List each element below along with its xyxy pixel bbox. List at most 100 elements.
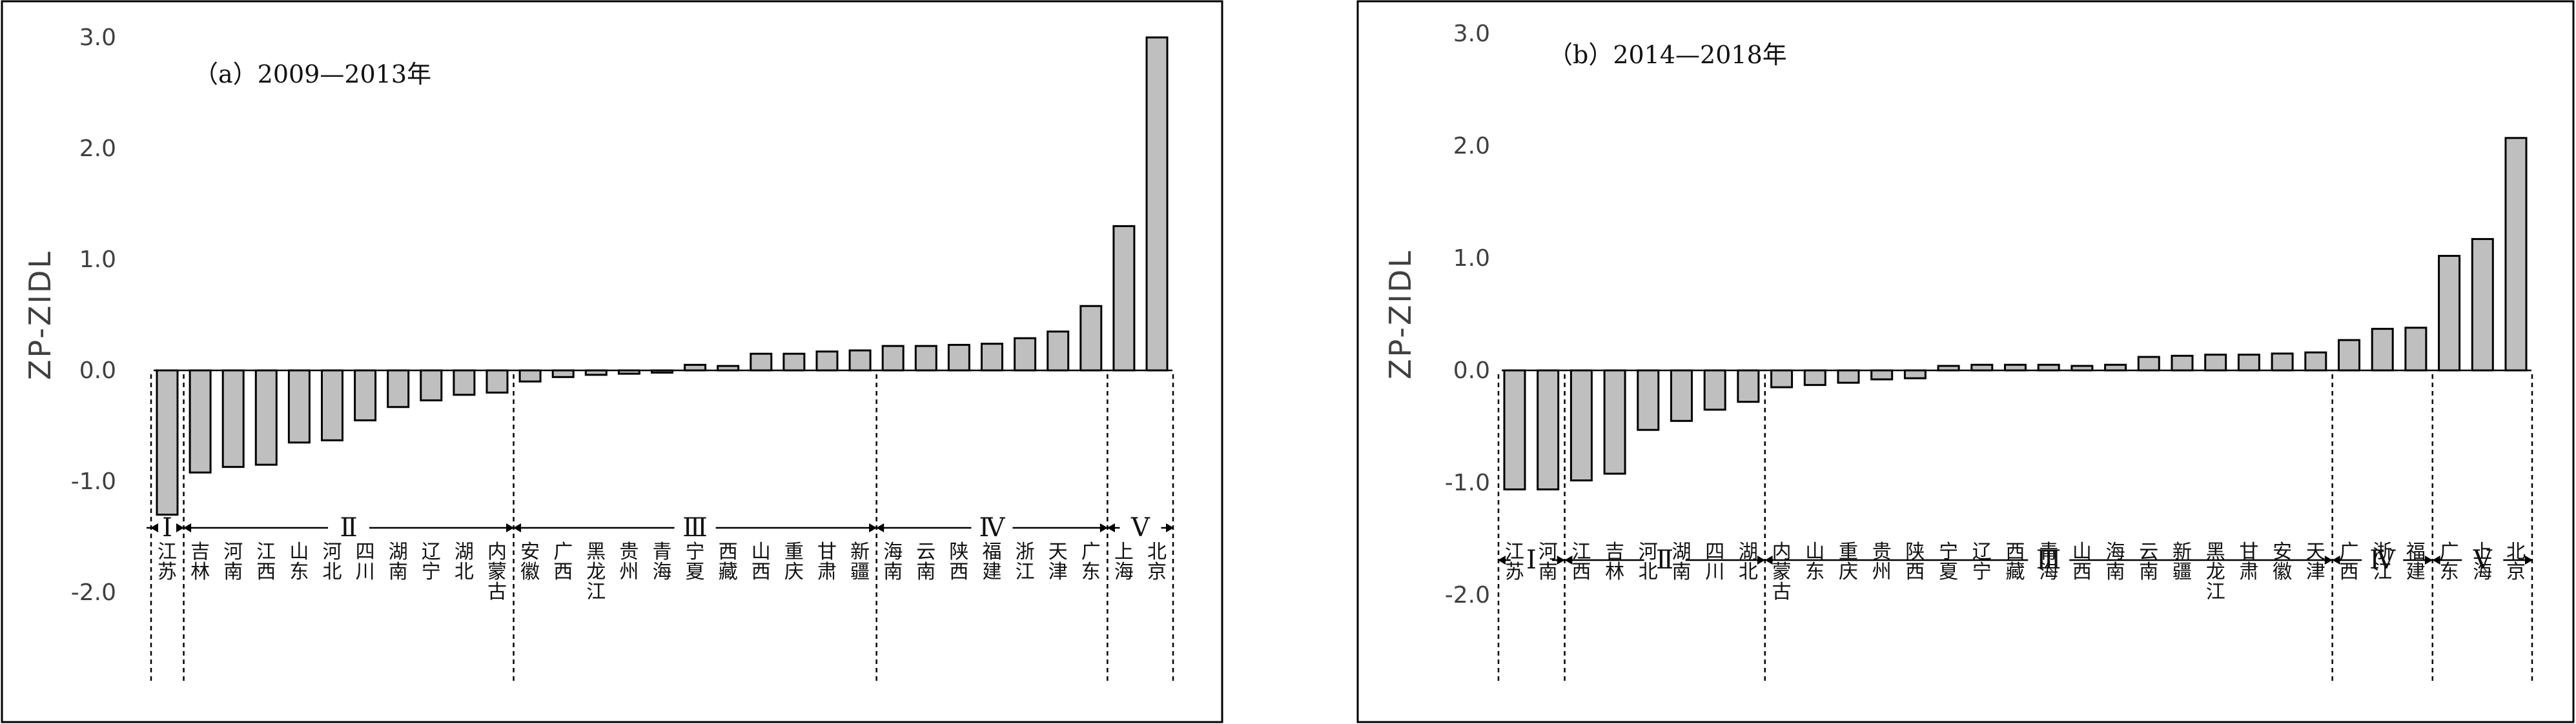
group-label: Ⅱ [340, 513, 357, 543]
category-label: 湖南 [1672, 541, 1692, 583]
bar-河南 [1537, 369, 1560, 490]
y-tick-label: -1.0 [1445, 470, 1490, 496]
category-label: 山东 [289, 541, 309, 583]
bar-河北 [1637, 369, 1660, 431]
category-label: 重庆 [1839, 541, 1858, 583]
bar-福建 [2404, 327, 2428, 372]
category-label: 宁夏 [1939, 541, 1958, 583]
category-label: 辽宁 [1972, 541, 1992, 583]
arrow-head [1166, 523, 1174, 532]
bar-宁夏 [1937, 365, 1960, 372]
category-label: 新疆 [2172, 541, 2192, 583]
bar-四川 [354, 369, 377, 421]
category-label: 吉林 [1605, 541, 1624, 583]
arrow-head [176, 523, 184, 532]
category-label: 广西 [553, 541, 573, 583]
category-label: 上海 [2473, 541, 2492, 583]
bar-浙江 [1014, 337, 1037, 372]
category-label: 江西 [256, 541, 276, 583]
bar-四川 [1703, 369, 1726, 411]
bar-海南 [2104, 363, 2127, 372]
bar-山西 [2070, 365, 2094, 372]
bar-北京 [2504, 137, 2528, 372]
y-tick-label: 0.0 [1453, 357, 1490, 384]
category-label: 河北 [1639, 541, 1658, 583]
bar-黑龙江 [584, 369, 608, 376]
arrow-head [1757, 556, 1765, 565]
category-label: 北京 [2506, 541, 2526, 583]
category-label: 山西 [751, 541, 771, 583]
bar-贵州 [617, 369, 640, 375]
category-label: 湖南 [389, 541, 408, 583]
arrow-head [2424, 556, 2433, 565]
category-label: 云南 [2139, 541, 2158, 583]
category-label: 青海 [2039, 541, 2058, 583]
bar-黑龙江 [2204, 354, 2227, 372]
arrow-head [869, 523, 877, 532]
category-label: 福建 [2406, 541, 2426, 583]
bar-西藏 [2004, 363, 2027, 372]
bar-山西 [750, 352, 773, 372]
category-label: 天津 [2306, 541, 2326, 583]
category-label: 江苏 [1505, 541, 1524, 583]
bar-贵州 [1870, 369, 1894, 381]
y-tick-label: 1.0 [1453, 245, 1490, 272]
chart-title: （b）2014—2018年 [1548, 41, 1787, 69]
bar-甘肃 [2237, 354, 2260, 372]
y-tick-label: 3.0 [79, 25, 116, 51]
bar-重庆 [1837, 369, 1860, 384]
category-label: 河南 [1538, 541, 1558, 583]
arrow-head [513, 523, 522, 532]
bar-浙江 [2371, 328, 2394, 372]
bar-江西 [1569, 369, 1593, 482]
group-label: Ⅲ [2036, 545, 2061, 575]
category-label: 河北 [323, 541, 342, 583]
bar-河北 [321, 369, 343, 441]
group-label: Ⅳ [2369, 545, 2396, 575]
group-label: Ⅴ [1130, 513, 1150, 543]
bar-重庆 [782, 352, 806, 372]
bar-广西 [551, 369, 575, 378]
bar-陕西 [947, 343, 970, 372]
category-label: 重庆 [784, 541, 804, 583]
arrow-head [2525, 556, 2533, 565]
y-tick-label: -2.0 [1445, 582, 1490, 608]
category-label: 内蒙古 [487, 541, 507, 603]
bar-青海 [2037, 363, 2060, 372]
category-label: 海南 [2106, 541, 2125, 583]
bar-湖北 [1737, 369, 1760, 403]
category-label: 浙江 [1016, 541, 1035, 583]
category-label: 湖北 [455, 541, 474, 583]
group-label: Ⅰ [162, 513, 172, 543]
category-label: 山东 [1805, 541, 1825, 583]
bar-吉林 [189, 369, 212, 474]
group-label: Ⅰ [1526, 545, 1537, 575]
category-label: 湖北 [1739, 541, 1758, 583]
group-label: Ⅲ [682, 513, 708, 543]
bar-上海 [1112, 225, 1136, 372]
category-label: 广西 [2340, 541, 2359, 583]
arrow-head [1107, 523, 1115, 532]
category-label: 四川 [356, 541, 375, 583]
category-label: 安徽 [520, 541, 540, 583]
arrow-head [2324, 556, 2333, 565]
bar-辽宁 [1970, 363, 1994, 372]
y-tick-label: 1.0 [79, 246, 116, 273]
category-label: 贵州 [1872, 541, 1892, 583]
bar-新疆 [848, 349, 872, 372]
panel-a-frame [1, 0, 1223, 723]
y-tick-label: 0.0 [79, 357, 116, 384]
bar-青海 [651, 369, 673, 374]
category-label: 内蒙古 [1772, 541, 1792, 603]
arrow-head [1498, 556, 1506, 565]
y-tick-label: 2.0 [79, 136, 116, 162]
bar-江西 [254, 369, 278, 466]
group-label: Ⅱ [1656, 545, 1673, 575]
arrow-head [183, 523, 192, 532]
category-label: 西藏 [719, 541, 738, 583]
bar-江苏 [1503, 369, 1526, 490]
category-label: 江西 [1571, 541, 1591, 583]
category-label: 天津 [1048, 541, 1068, 583]
arrow-head [876, 523, 884, 532]
category-label: 四川 [1705, 541, 1724, 583]
